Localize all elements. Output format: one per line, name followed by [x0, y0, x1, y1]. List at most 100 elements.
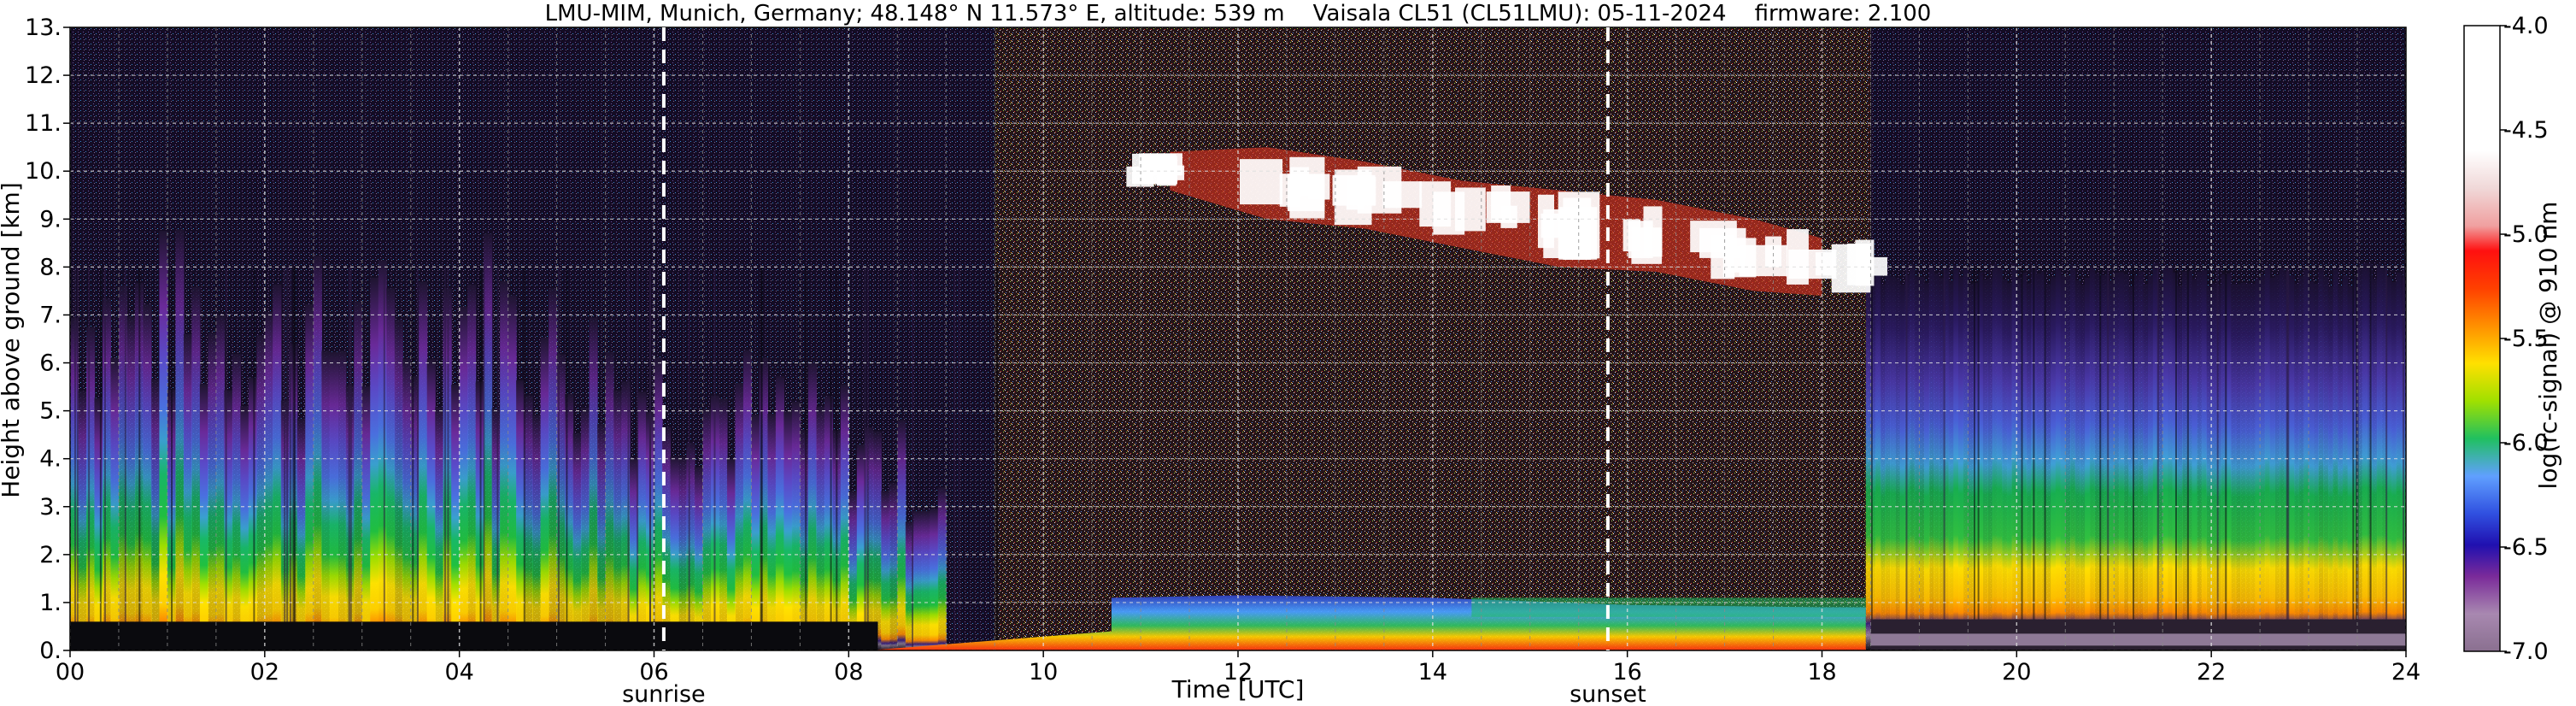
night-signal-column	[2342, 275, 2349, 650]
night-signal-column	[2250, 283, 2256, 650]
cloud-fragment	[1132, 153, 1168, 185]
night-signal-column	[581, 407, 590, 650]
night-signal-column	[532, 415, 542, 650]
night-signal-column	[1933, 273, 1939, 650]
night-signal-column	[2255, 279, 2261, 650]
night-signal-column	[702, 408, 712, 650]
night-signal-column	[354, 301, 363, 650]
cloud-fragment	[1815, 252, 1836, 276]
night-signal-column	[191, 286, 201, 650]
night-signal-column	[1924, 283, 1930, 650]
night-signal-column	[467, 284, 477, 650]
y-tick-label: 2.	[39, 542, 62, 568]
surface-band	[1870, 633, 2406, 646]
y-tick-label: 1.	[39, 590, 62, 616]
night-signal-column	[775, 376, 784, 650]
night-signal-column	[589, 317, 598, 650]
signal-streak	[286, 267, 289, 650]
night-signal-column	[556, 354, 566, 650]
night-signal-column	[508, 295, 517, 650]
night-signal-column	[2338, 285, 2344, 650]
x-tick-label: 20	[2002, 659, 2031, 685]
night-signal-column	[2221, 274, 2227, 650]
colorbar: -4.0 -4.5 -5.0 -5.5 -6.0 -6.5 -7.0 log(rc-sign…	[2463, 13, 2562, 665]
signal-streak	[2021, 267, 2023, 650]
signal-streak	[225, 267, 227, 650]
night-signal-column	[2006, 283, 2013, 650]
signal-streak	[383, 267, 385, 650]
night-signal-column	[2396, 272, 2402, 650]
signal-streak	[292, 267, 295, 650]
signal-streak	[996, 267, 999, 650]
night-signal-column	[856, 444, 866, 650]
night-signal-column	[143, 304, 152, 650]
colorbar-scale	[2463, 25, 2501, 652]
night-signal-column	[1992, 264, 1998, 650]
night-signal-column	[2323, 276, 2329, 650]
night-signal-column	[208, 332, 217, 650]
night-signal-column	[240, 406, 249, 650]
signal-streak	[2356, 267, 2358, 650]
signal-streak	[88, 267, 91, 650]
night-signal-column	[670, 456, 679, 650]
grid	[69, 26, 2407, 651]
night-signal-column	[2362, 262, 2368, 650]
night-signal-column	[565, 393, 574, 650]
x-axis-label: Time [UTC]	[1171, 675, 1305, 703]
y-tick-label: 5.	[39, 398, 62, 425]
night-signal-column	[500, 280, 509, 650]
night-signal-column	[735, 382, 744, 650]
night-signal-column	[572, 432, 582, 650]
y-tick-label: 13.	[25, 15, 62, 41]
night-signal-column	[2172, 272, 2178, 650]
y-axis: 0. 1. 2. 3. 4. 5. 6. 7. 8. 9. 10. 11. 12. 13.	[25, 15, 70, 664]
night-signal-column	[921, 510, 930, 650]
night-signal-column	[930, 509, 939, 650]
boundary-layer-green-band	[1471, 597, 1866, 617]
night-signal-column	[337, 350, 347, 650]
y-tick-label: 11.	[25, 110, 62, 137]
annotation-label: sunrise	[622, 681, 706, 706]
x-tick-label: 10	[1029, 659, 1058, 685]
signal-streak	[2133, 267, 2135, 650]
night-signal-column	[232, 354, 241, 650]
night-signal-column	[2289, 274, 2295, 650]
x-axis: 00 02 04 06 08 10 12 14 16 18 20 22 24	[56, 650, 2421, 685]
night-signal-column	[2123, 274, 2129, 650]
night-signal-column	[2060, 275, 2066, 650]
night-signal-column	[2240, 282, 2246, 650]
night-signal-column	[613, 390, 623, 650]
night-signal-column	[410, 375, 420, 650]
x-tick-label: 04	[444, 659, 473, 685]
night-signal-column	[1948, 280, 1954, 650]
night-signal-column	[2143, 284, 2149, 650]
night-signal-column	[807, 362, 817, 650]
signal-streak	[416, 267, 419, 650]
night-signal-column	[321, 350, 331, 650]
night-signal-column	[2293, 283, 2300, 650]
night-signal-column	[621, 381, 631, 650]
night-signal-column	[678, 456, 688, 650]
night-signal-column	[402, 358, 412, 650]
night-signal-column	[2138, 271, 2145, 650]
cloud-fragment	[1563, 197, 1592, 260]
annotation-label: sunset	[1570, 681, 1646, 706]
night-signal-column	[2094, 273, 2100, 650]
night-signal-column	[2201, 269, 2208, 650]
night-signal-column	[215, 315, 225, 650]
night-signal-column	[378, 260, 387, 650]
night-signal-column	[2089, 266, 2096, 650]
night-signal-column	[1977, 272, 1984, 650]
night-signal-column	[491, 408, 501, 650]
night-signal-column	[1968, 284, 1974, 650]
night-signal-column	[719, 398, 728, 650]
night-signal-column	[2016, 278, 2022, 650]
night-signal-column	[1953, 264, 1959, 650]
signal-streak	[294, 267, 296, 650]
night-signal-column	[2235, 284, 2241, 650]
night-signal-column	[783, 411, 793, 650]
night-signal-column	[865, 427, 874, 650]
cloud-fragment	[1726, 245, 1746, 273]
cloud-fragment	[1346, 175, 1365, 210]
